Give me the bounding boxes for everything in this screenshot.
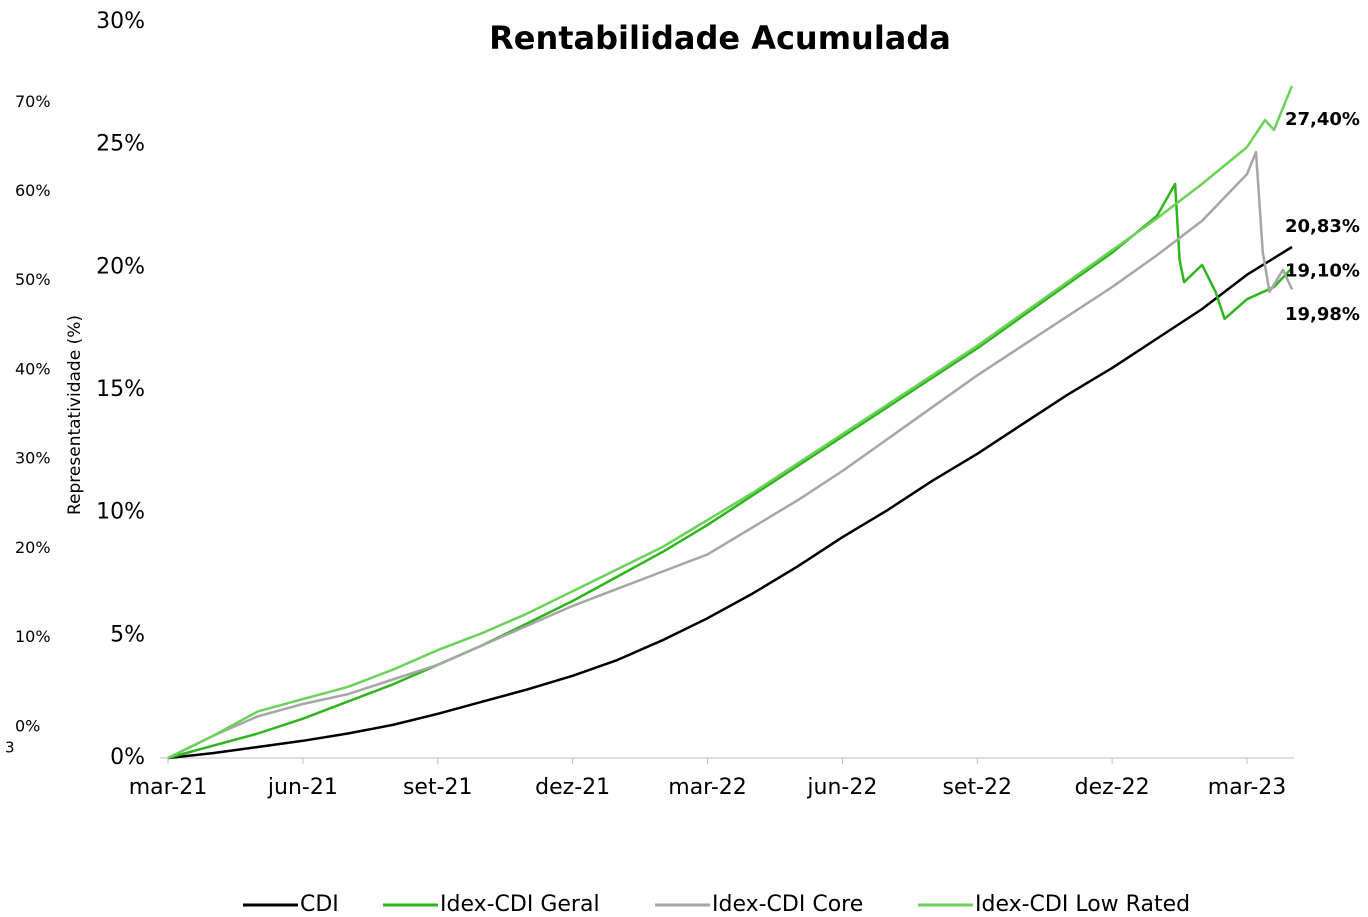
end-label: 20,83%	[1285, 216, 1360, 237]
x-tick-label: mar-23	[1208, 775, 1286, 800]
series-line	[167, 150, 1294, 760]
y-tick-label: 0%	[110, 745, 145, 770]
chart-title: Rentabilidade Acumulada	[489, 19, 951, 57]
x-tick-label: mar-21	[129, 775, 207, 800]
y2-tick-label: 20%	[15, 538, 51, 557]
x-tick-label: jun-22	[806, 775, 877, 800]
y-tick-label: 10%	[96, 500, 145, 525]
y2-tick-label: 10%	[15, 627, 51, 646]
legend-label: CDI	[300, 892, 339, 917]
legend-label: Idex-CDI Core	[712, 892, 863, 917]
y-tick-label: 25%	[96, 132, 145, 157]
y-tick-label: 20%	[96, 254, 145, 279]
end-label: 19,10%	[1285, 260, 1360, 281]
series-line	[167, 245, 1293, 760]
y2-tick-label: 50%	[15, 270, 51, 289]
y2-tick-label: 40%	[15, 359, 51, 378]
x-tick-label: jun-21	[267, 775, 338, 800]
y-tick-label: 5%	[110, 622, 145, 647]
y2-tick-label: 60%	[15, 181, 51, 200]
x-tick-label: mar-22	[668, 775, 746, 800]
y2-tick-label: 70%	[15, 92, 51, 111]
y-tick-label: 15%	[96, 377, 145, 402]
y2-tick-label: 0%	[15, 716, 40, 735]
y-tick-label: 30%	[96, 9, 145, 34]
y2-tick-label: 30%	[15, 449, 51, 468]
series-line	[167, 182, 1293, 760]
legend-label: Idex-CDI Low Rated	[975, 892, 1190, 917]
annotation: 3	[5, 739, 15, 757]
legend-label: Idex-CDI Geral	[440, 892, 600, 917]
series-line	[167, 85, 1294, 760]
y2-axis-label: Representatividade (%)	[65, 315, 85, 515]
end-label: 27,40%	[1285, 109, 1360, 130]
x-tick-label: set-22	[942, 775, 1012, 800]
end-label: 19,98%	[1285, 304, 1360, 325]
x-tick-label: set-21	[403, 775, 473, 800]
x-tick-label: dez-21	[535, 775, 610, 800]
x-tick-label: dez-22	[1075, 775, 1150, 800]
